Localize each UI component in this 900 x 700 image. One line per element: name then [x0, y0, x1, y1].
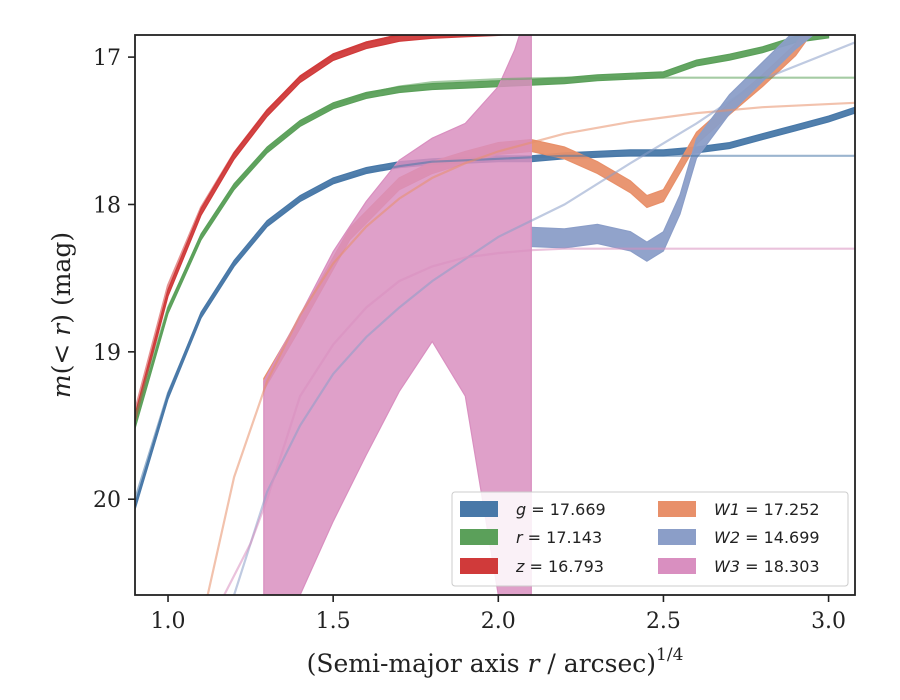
legend-label-W1: W1 = 17.252	[714, 500, 820, 519]
y-axis-label-m: m	[47, 374, 76, 398]
legend-label-W3: W3 = 18.303	[714, 557, 820, 576]
x-axis-label-rest: / arcsec)	[539, 649, 656, 678]
y-axis-label-unit: (mag)	[47, 232, 76, 314]
legend-swatch-W2	[658, 529, 696, 545]
legend-label-W2: W2 = 14.699	[714, 528, 820, 547]
y-axis-ticks: 1617181920	[93, 46, 135, 513]
legend-swatch-z	[460, 558, 498, 574]
legend-swatch-W1	[658, 501, 696, 517]
model-g	[135, 154, 855, 500]
model-z	[135, 35, 408, 412]
y-axis-label-close: )	[47, 314, 76, 324]
legend-label-z: z = 16.793	[515, 557, 604, 576]
x-axis-label-var: r	[528, 649, 542, 678]
legend-swatch-W3	[658, 558, 696, 574]
legend-label-g: g = 17.669	[516, 500, 606, 519]
model-r	[135, 76, 855, 419]
model-W2	[233, 41, 855, 595]
legend-box	[451, 491, 849, 587]
model-W3	[223, 247, 855, 595]
x-axis-ticks: 1.0 1.5 2.0 2.5 3.0	[151, 595, 846, 634]
model-W1	[206, 101, 855, 595]
band-g	[135, 106, 855, 510]
chart-legend: g = 17.669 r = 17.143 z = 16.793 W1 = 17.25…	[451, 491, 849, 587]
y-tick-label: 18	[93, 193, 121, 218]
legend-swatch-g	[460, 501, 498, 517]
y-tick-label: 19	[93, 341, 121, 366]
legend-label-r: r = 17.143	[516, 528, 602, 547]
x-tick-label: 1.5	[316, 609, 351, 634]
x-tick-label: 1.0	[151, 609, 186, 634]
y-tick-label: 20	[93, 488, 121, 513]
y-axis-label: m(< r) (mag)	[47, 232, 76, 398]
x-axis-label: (Semi-major axis r / arcsec)1/4	[307, 645, 684, 678]
plot-frame	[134, 34, 856, 596]
x-tick-label: 3.0	[811, 609, 846, 634]
y-axis-label-r: r	[47, 322, 76, 336]
model-curves	[135, 35, 855, 595]
x-tick-label: 2.5	[646, 609, 681, 634]
x-tick-label: 2.0	[481, 609, 516, 634]
y-axis-label-open: (	[47, 365, 76, 375]
y-tick-label: 17	[93, 46, 121, 71]
band-W3	[263, 35, 532, 595]
y-axis-label-lt: <	[47, 336, 76, 365]
x-axis-label-sup: 1/4	[656, 645, 683, 665]
x-axis-label-main: (Semi-major axis	[307, 649, 528, 678]
legend-swatch-r	[460, 529, 498, 545]
